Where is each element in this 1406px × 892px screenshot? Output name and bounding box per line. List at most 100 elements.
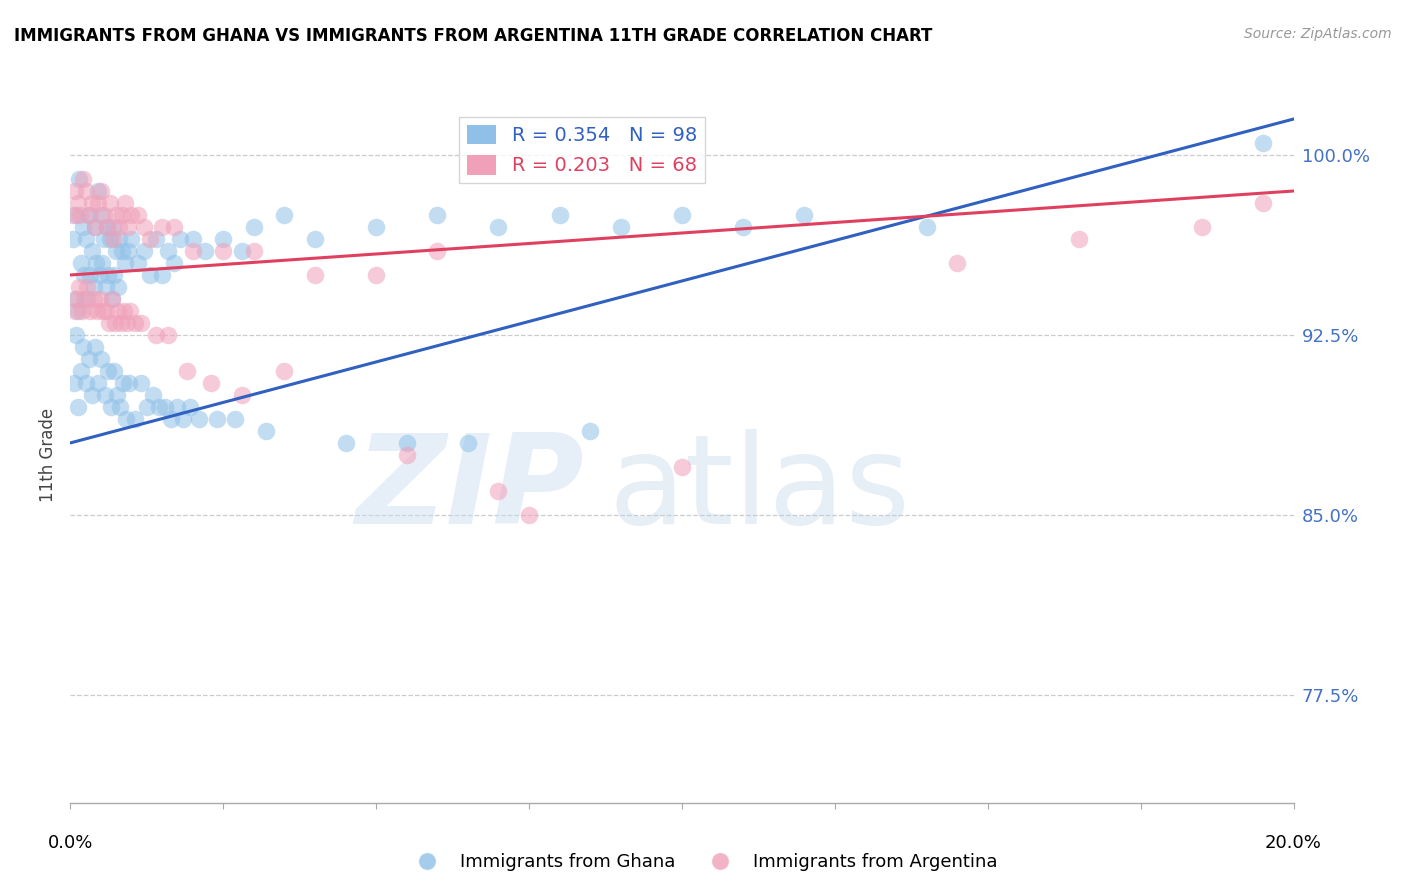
Point <box>150 219 173 234</box>
Point <box>132 219 155 234</box>
Point <box>107 280 129 294</box>
Point <box>111 244 134 258</box>
Point <box>83 219 105 234</box>
Point <box>124 412 146 426</box>
Point <box>157 328 180 343</box>
Point <box>163 256 186 270</box>
Point <box>91 304 114 318</box>
Point <box>76 280 98 294</box>
Point <box>176 364 198 378</box>
Point <box>457 436 479 450</box>
Point <box>243 219 266 234</box>
Point <box>579 424 602 438</box>
Point <box>395 436 418 450</box>
Point <box>114 196 136 211</box>
Point <box>75 232 97 246</box>
Point <box>103 364 125 378</box>
Point <box>90 351 112 366</box>
Point <box>101 292 124 306</box>
Y-axis label: 11th Grade: 11th Grade <box>39 408 58 502</box>
Point <box>93 232 115 246</box>
Point <box>181 232 204 246</box>
Point <box>63 376 86 390</box>
Point <box>90 184 112 198</box>
Point <box>110 316 132 330</box>
Point <box>75 376 97 390</box>
Point <box>127 256 149 270</box>
Point <box>67 400 90 414</box>
Point <box>335 436 357 450</box>
Point <box>103 268 125 282</box>
Point <box>77 208 100 222</box>
Point <box>163 219 186 234</box>
Text: ZIP: ZIP <box>356 429 583 550</box>
Point <box>87 184 110 198</box>
Point <box>89 292 111 306</box>
Point <box>66 304 89 318</box>
Point <box>89 268 111 282</box>
Point <box>111 208 134 222</box>
Point <box>97 268 120 282</box>
Point <box>121 232 143 246</box>
Point <box>97 316 120 330</box>
Point <box>75 184 97 198</box>
Point <box>517 508 540 522</box>
Point <box>79 304 101 318</box>
Point <box>96 219 118 234</box>
Legend: R = 0.354   N = 98, R = 0.203   N = 68: R = 0.354 N = 98, R = 0.203 N = 68 <box>460 117 704 183</box>
Point <box>69 208 91 222</box>
Point <box>187 412 209 426</box>
Point <box>108 232 131 246</box>
Point <box>181 244 204 258</box>
Point <box>72 219 94 234</box>
Point <box>111 376 134 390</box>
Point <box>63 184 86 198</box>
Point <box>104 316 127 330</box>
Point <box>63 304 86 318</box>
Point <box>100 400 122 414</box>
Point <box>1251 136 1274 150</box>
Point <box>671 208 693 222</box>
Point <box>115 316 138 330</box>
Point <box>395 448 418 462</box>
Point <box>96 219 118 234</box>
Point <box>98 196 121 211</box>
Legend: Immigrants from Ghana, Immigrants from Argentina: Immigrants from Ghana, Immigrants from A… <box>402 847 1004 879</box>
Point <box>142 388 165 402</box>
Point <box>946 256 969 270</box>
Point <box>488 483 510 498</box>
Point <box>105 388 128 402</box>
Point <box>105 208 128 222</box>
Point <box>132 244 155 258</box>
Point <box>118 376 141 390</box>
Point <box>793 208 815 222</box>
Point <box>62 208 84 222</box>
Point <box>69 280 91 294</box>
Point <box>77 208 100 222</box>
Point <box>82 388 104 402</box>
Point <box>66 196 89 211</box>
Text: 0.0%: 0.0% <box>48 834 93 852</box>
Point <box>112 304 135 318</box>
Point <box>90 208 112 222</box>
Point <box>72 172 94 186</box>
Point <box>212 244 235 258</box>
Point <box>105 244 128 258</box>
Point <box>69 172 91 186</box>
Point <box>120 304 142 318</box>
Point <box>366 268 388 282</box>
Point <box>153 400 176 414</box>
Point <box>200 376 222 390</box>
Point <box>83 280 105 294</box>
Point <box>65 208 87 222</box>
Point <box>1191 219 1213 234</box>
Point <box>83 292 105 306</box>
Point <box>610 219 633 234</box>
Point <box>157 244 180 258</box>
Point <box>1069 232 1091 246</box>
Point <box>273 208 295 222</box>
Text: Source: ZipAtlas.com: Source: ZipAtlas.com <box>1244 27 1392 41</box>
Point <box>65 328 87 343</box>
Point <box>243 244 266 258</box>
Point <box>135 400 157 414</box>
